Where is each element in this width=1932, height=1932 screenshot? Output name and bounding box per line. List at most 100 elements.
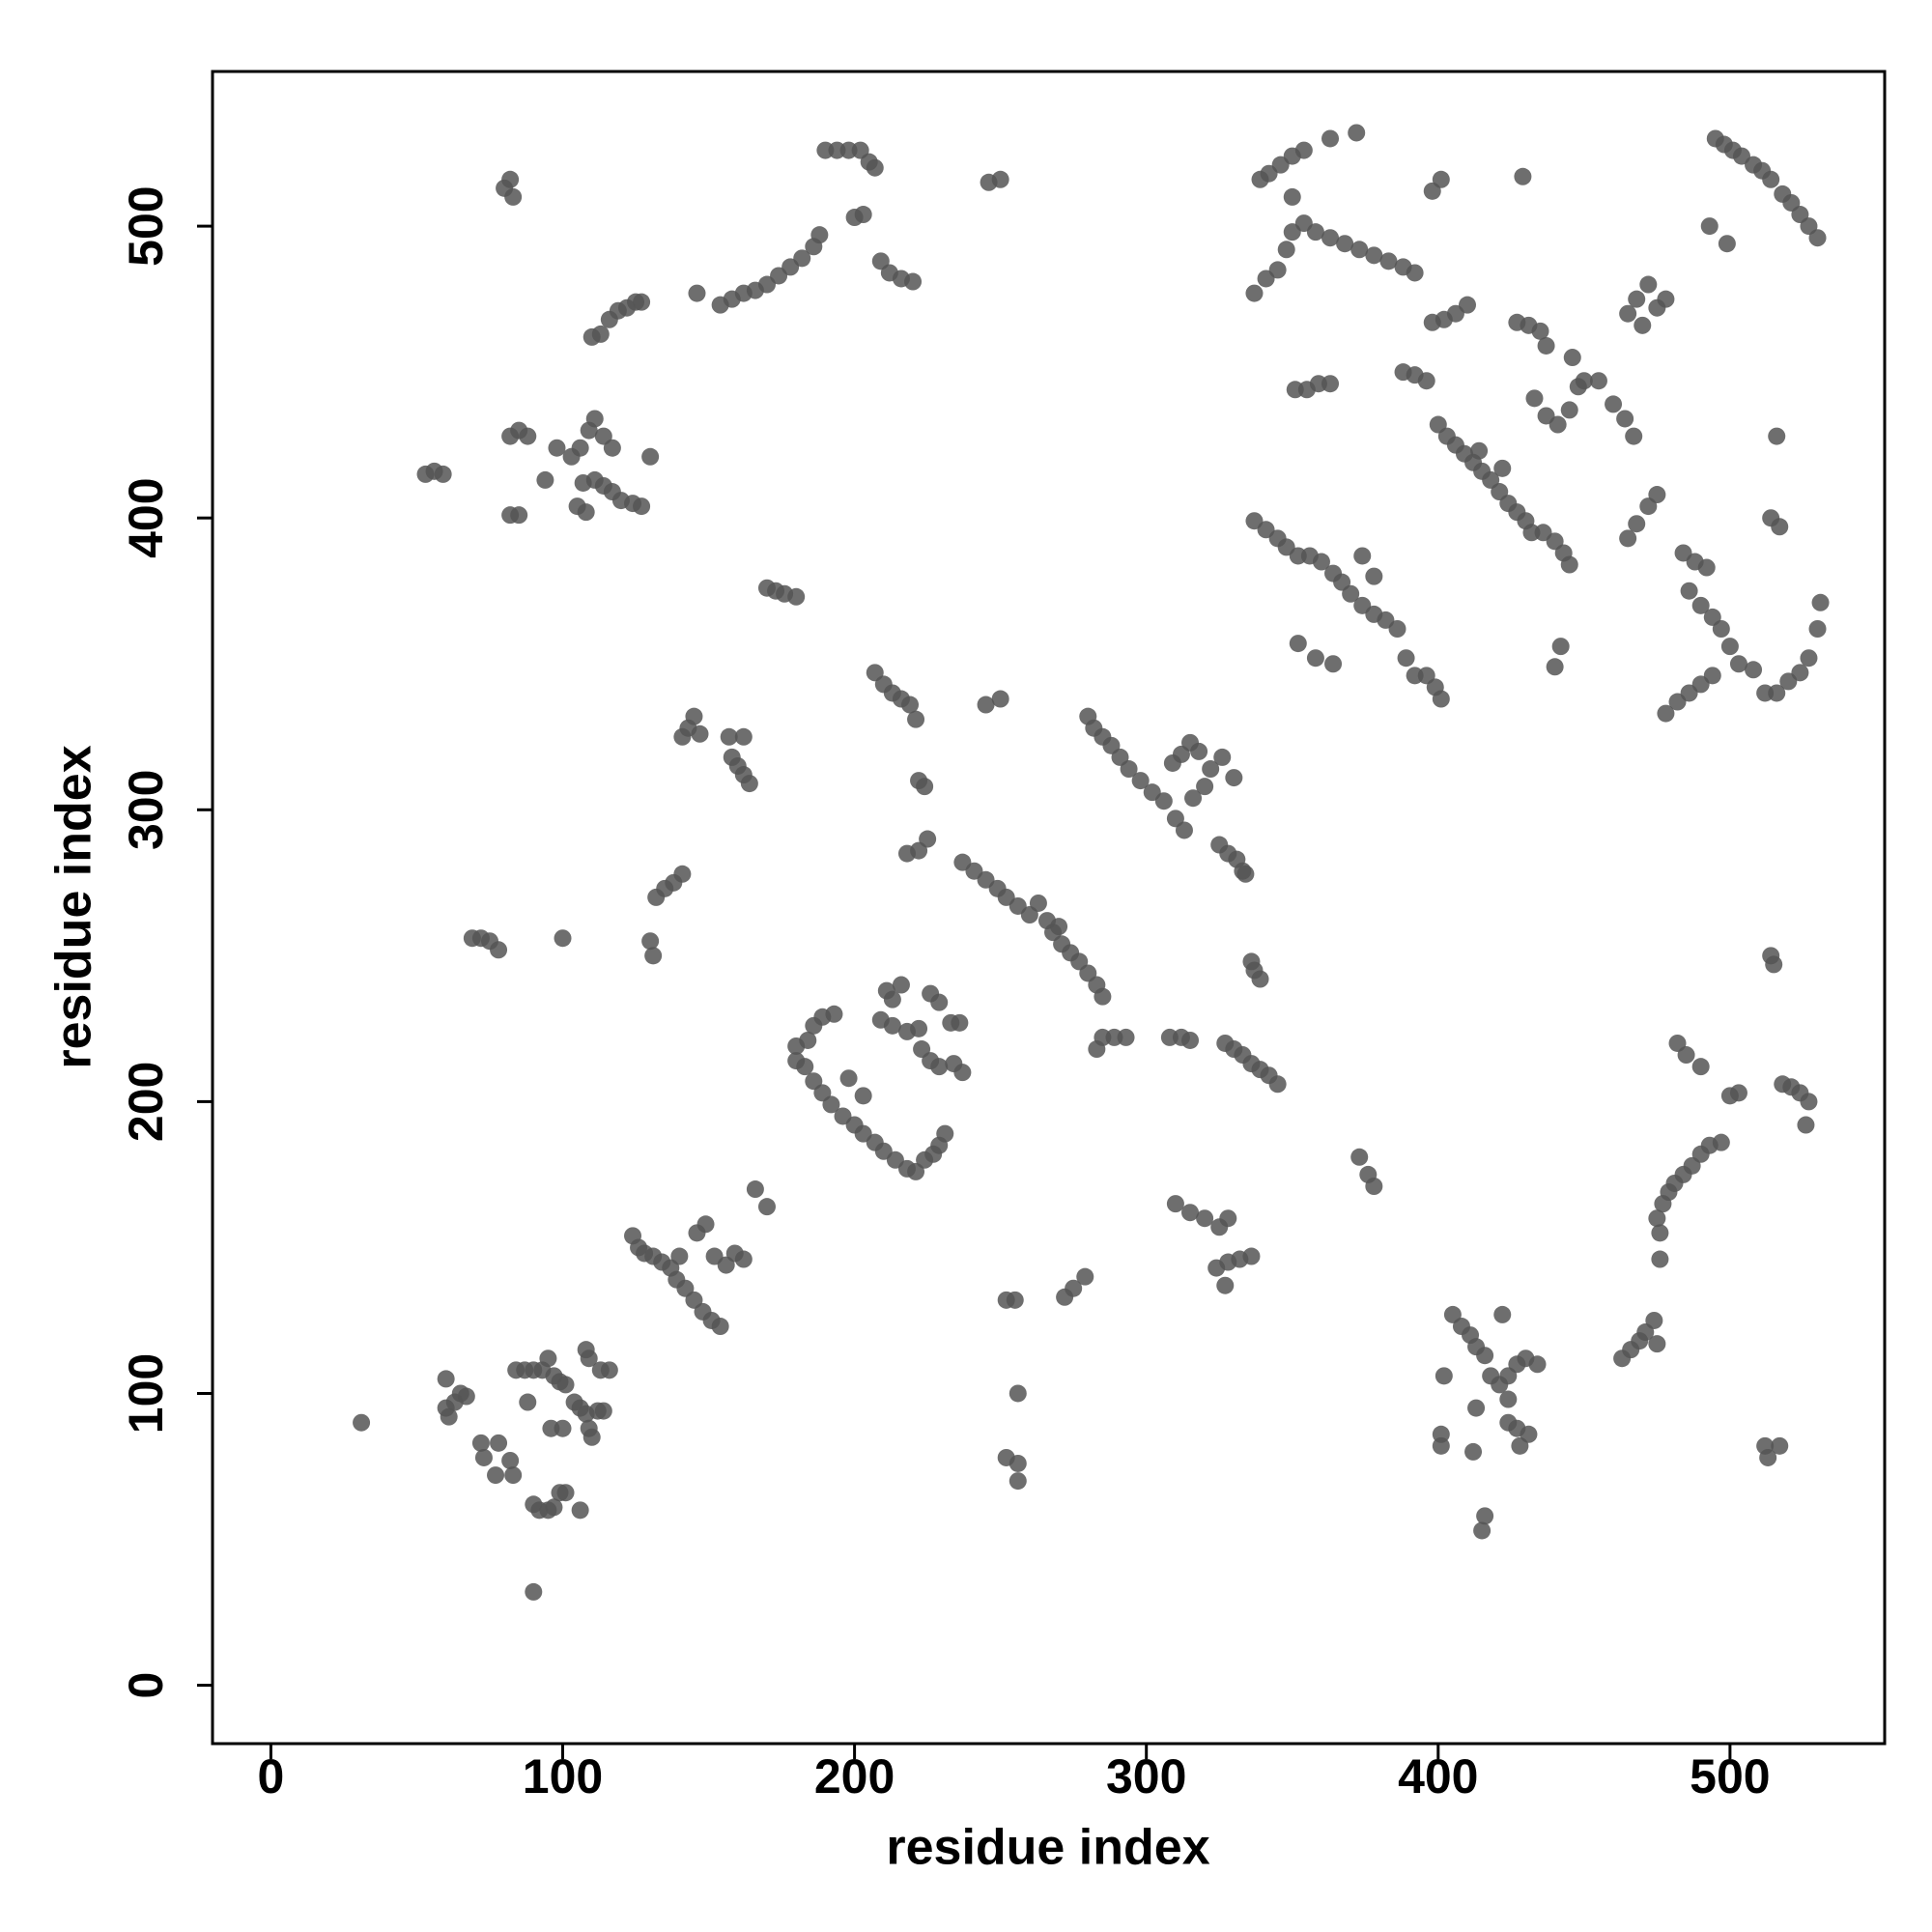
point — [757, 1198, 776, 1216]
point — [556, 1484, 575, 1502]
point — [1175, 821, 1193, 839]
point — [1348, 124, 1366, 142]
point — [641, 447, 660, 466]
point — [545, 1498, 563, 1517]
point — [907, 710, 925, 728]
point — [685, 707, 703, 725]
point — [1677, 1046, 1695, 1065]
point — [1432, 170, 1450, 188]
point — [1289, 635, 1307, 653]
point — [1312, 553, 1330, 571]
point — [1184, 789, 1203, 808]
point — [582, 1428, 601, 1446]
point — [936, 1124, 954, 1143]
point — [1432, 1425, 1450, 1443]
point — [1120, 760, 1138, 779]
point — [504, 1466, 523, 1485]
point — [1306, 223, 1324, 242]
point — [1657, 704, 1675, 723]
point — [1435, 1367, 1453, 1385]
point — [1213, 748, 1232, 766]
point — [1029, 894, 1047, 912]
y-tick-label: 200 — [119, 1062, 173, 1142]
point — [1700, 217, 1719, 236]
point — [1493, 1305, 1512, 1323]
point — [1464, 1442, 1483, 1461]
point — [787, 587, 806, 606]
point — [633, 293, 651, 311]
point — [1648, 486, 1666, 504]
point — [1050, 918, 1068, 936]
point — [1589, 372, 1607, 390]
point — [1268, 1075, 1287, 1094]
point — [799, 1031, 817, 1049]
point — [1768, 684, 1786, 702]
point — [474, 1448, 493, 1466]
point — [353, 1413, 371, 1432]
point — [746, 1180, 764, 1199]
point — [991, 170, 1009, 188]
point — [1575, 372, 1593, 390]
point — [1720, 638, 1739, 656]
point — [1634, 316, 1652, 334]
x-axis-title: residue index — [886, 1820, 1209, 1876]
point — [1365, 1178, 1383, 1195]
point — [1473, 1521, 1492, 1540]
point — [1625, 427, 1643, 445]
point — [1251, 970, 1269, 988]
point — [437, 1370, 455, 1388]
point — [691, 724, 709, 743]
point — [1651, 1250, 1669, 1268]
point — [487, 1466, 505, 1485]
y-axis-title: residue index — [46, 745, 102, 1068]
x-tick-label: 0 — [258, 1749, 285, 1804]
point — [822, 1095, 840, 1114]
point — [1166, 1195, 1184, 1213]
point — [740, 775, 758, 793]
point — [1190, 742, 1208, 760]
point — [1365, 246, 1383, 265]
point — [1236, 865, 1255, 883]
point — [734, 727, 753, 746]
point — [1765, 955, 1783, 974]
point — [673, 865, 692, 883]
point — [1718, 235, 1736, 253]
point — [1546, 658, 1564, 676]
point — [1645, 1311, 1663, 1329]
point — [644, 947, 663, 965]
plot-frame — [211, 70, 1887, 1746]
point — [1811, 593, 1830, 611]
point — [1531, 322, 1549, 340]
point — [839, 1069, 858, 1088]
point — [1771, 518, 1789, 536]
point — [556, 1376, 575, 1394]
point — [1388, 620, 1406, 638]
point — [897, 844, 916, 863]
point — [585, 410, 604, 428]
point — [1729, 655, 1747, 673]
x-tick-label: 500 — [1690, 1749, 1770, 1804]
point — [1196, 1209, 1214, 1228]
point — [525, 1582, 543, 1601]
point — [490, 941, 508, 959]
point — [930, 1058, 949, 1076]
point — [1459, 296, 1477, 314]
point — [1365, 567, 1383, 585]
x-tick-label: 200 — [814, 1749, 895, 1804]
point — [1680, 582, 1698, 600]
point — [1808, 620, 1827, 638]
points — [353, 124, 1830, 1601]
point — [1225, 769, 1243, 787]
point — [1181, 1204, 1200, 1222]
point — [594, 1402, 612, 1420]
point — [711, 1318, 729, 1336]
point — [1648, 1209, 1666, 1228]
point — [571, 439, 589, 457]
point — [953, 1064, 972, 1082]
point — [434, 465, 452, 483]
point — [991, 690, 1009, 708]
point — [1294, 141, 1313, 159]
point — [504, 187, 523, 206]
